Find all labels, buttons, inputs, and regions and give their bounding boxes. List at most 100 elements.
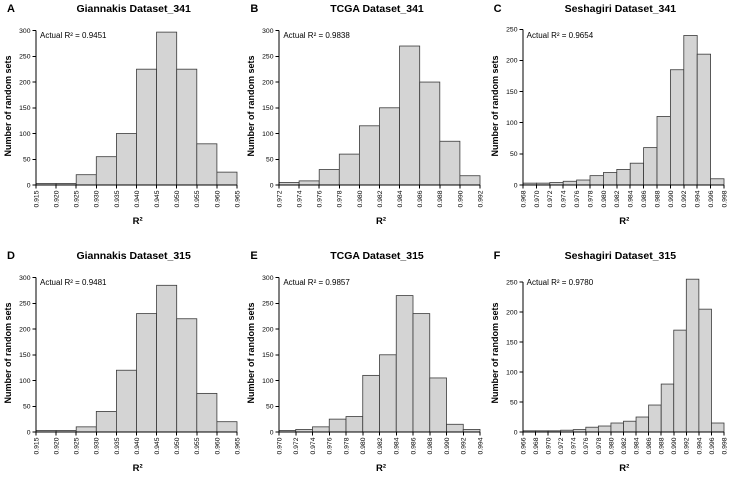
svg-text:0.982: 0.982 — [377, 190, 384, 207]
svg-text:150: 150 — [262, 105, 274, 112]
svg-text:0.986: 0.986 — [641, 190, 648, 207]
svg-text:0.978: 0.978 — [595, 437, 602, 454]
svg-text:0.984: 0.984 — [627, 190, 634, 207]
svg-text:0.970: 0.970 — [545, 437, 552, 454]
svg-text:0.986: 0.986 — [411, 437, 418, 454]
svg-text:0.990: 0.990 — [671, 437, 678, 454]
svg-text:0.988: 0.988 — [438, 190, 445, 207]
panel-letter-C: C — [493, 3, 502, 15]
svg-text:0.940: 0.940 — [134, 190, 141, 207]
y-axis-label-B: Number of random sets — [246, 55, 257, 157]
svg-text:0.974: 0.974 — [297, 190, 304, 207]
svg-text:0.980: 0.980 — [600, 190, 607, 207]
svg-text:300: 300 — [19, 275, 31, 282]
svg-text:50: 50 — [510, 151, 518, 158]
svg-text:150: 150 — [262, 352, 274, 359]
svg-text:0.950: 0.950 — [174, 437, 181, 454]
histogram-plot-A: 0 50 100 150 200 250 300 0.915 0.920 0.925 0.930 0.… — [19, 28, 241, 208]
svg-text:0.966: 0.966 — [520, 437, 527, 454]
panel-D: 0 50 100 150 200 250 300 0.915 0.920 0.925 0.930 0.… — [0, 247, 243, 494]
svg-text:0.980: 0.980 — [608, 437, 615, 454]
svg-text:0: 0 — [513, 182, 517, 189]
svg-text:0.920: 0.920 — [54, 190, 61, 207]
histogram-plot-C: 0 50 100 150 200 250 0.968 0.970 0.972 0.974 0.976… — [506, 27, 728, 208]
panel-C: 0 50 100 150 200 250 0.968 0.970 0.972 0.974 0.976… — [487, 0, 730, 247]
panel-A: 0 50 100 150 200 250 300 0.915 0.920 0.925 0.930 0.… — [0, 0, 243, 247]
svg-text:50: 50 — [510, 399, 518, 406]
svg-text:0.988: 0.988 — [654, 190, 661, 207]
svg-text:0.998: 0.998 — [721, 190, 728, 207]
panel-letter-B: B — [250, 3, 259, 15]
svg-text:0.996: 0.996 — [708, 437, 715, 454]
svg-text:0.950: 0.950 — [174, 190, 181, 207]
chart-title-B: TCGA Dataset_341 — [330, 3, 424, 15]
svg-text:0.992: 0.992 — [478, 190, 485, 207]
svg-text:0.965: 0.965 — [234, 437, 241, 454]
svg-text:0.992: 0.992 — [461, 437, 468, 454]
svg-text:300: 300 — [262, 28, 274, 35]
x-axis-label-C: R² — [619, 216, 630, 227]
svg-text:250: 250 — [19, 54, 31, 61]
svg-text:0.982: 0.982 — [614, 190, 621, 207]
chart-title-C: Seshagiri Dataset_341 — [564, 3, 677, 15]
y-axis-label-C: Number of random sets — [489, 55, 500, 157]
histogram-plot-E: 0 50 100 150 200 250 300 0.970 0.972 0.974 0.976 0.… — [262, 275, 484, 455]
svg-text:0.972: 0.972 — [547, 190, 554, 207]
actual-r2-annotation-C: Actual R² = 0.9654 — [526, 31, 594, 40]
panel-F: 0 50 100 150 200 250 0.966 0.968 0.970 0.972 0.974… — [487, 247, 730, 494]
svg-text:100: 100 — [262, 378, 274, 385]
svg-text:0.945: 0.945 — [154, 437, 161, 454]
svg-text:0.968: 0.968 — [533, 437, 540, 454]
svg-text:200: 200 — [19, 326, 31, 333]
chart-title-F: Seshagiri Dataset_315 — [564, 250, 677, 262]
actual-r2-annotation-A: Actual R² = 0.9451 — [40, 31, 107, 40]
svg-text:0.915: 0.915 — [33, 190, 40, 207]
svg-text:0.930: 0.930 — [94, 437, 101, 454]
actual-r2-annotation-D: Actual R² = 0.9481 — [40, 278, 107, 287]
svg-text:0.960: 0.960 — [214, 190, 221, 207]
svg-text:0.965: 0.965 — [234, 190, 241, 207]
svg-text:0.920: 0.920 — [54, 437, 61, 454]
panel-B: 0 50 100 150 200 250 300 0.972 0.974 0.976 0.978 0.… — [243, 0, 486, 247]
svg-text:0.994: 0.994 — [696, 437, 703, 454]
svg-text:50: 50 — [23, 404, 31, 411]
svg-text:0.990: 0.990 — [458, 190, 465, 207]
svg-text:0.970: 0.970 — [277, 437, 284, 454]
svg-text:250: 250 — [262, 301, 274, 308]
svg-text:50: 50 — [266, 157, 274, 164]
svg-text:200: 200 — [19, 79, 31, 86]
svg-text:0.955: 0.955 — [194, 437, 201, 454]
svg-text:0: 0 — [270, 429, 274, 436]
actual-r2-annotation-E: Actual R² = 0.9857 — [283, 278, 350, 287]
svg-text:0.974: 0.974 — [570, 437, 577, 454]
svg-text:0.980: 0.980 — [357, 190, 364, 207]
panel-letter-A: A — [7, 3, 15, 15]
actual-r2-annotation-F: Actual R² = 0.9780 — [526, 278, 594, 287]
svg-text:0.998: 0.998 — [721, 437, 728, 454]
x-axis-label-A: R² — [132, 216, 143, 227]
panel-letter-E: E — [250, 250, 258, 262]
svg-text:0.988: 0.988 — [427, 437, 434, 454]
y-axis-label-A: Number of random sets — [3, 55, 13, 157]
histogram-plot-D: 0 50 100 150 200 250 300 0.915 0.920 0.925 0.930 0.… — [19, 275, 241, 455]
svg-text:0.940: 0.940 — [134, 437, 141, 454]
svg-text:100: 100 — [262, 131, 274, 138]
svg-text:0.982: 0.982 — [377, 437, 384, 454]
svg-text:250: 250 — [19, 301, 31, 308]
svg-text:100: 100 — [19, 378, 31, 385]
svg-text:0.945: 0.945 — [154, 190, 161, 207]
svg-text:0.970: 0.970 — [533, 190, 540, 207]
svg-text:0.984: 0.984 — [633, 437, 640, 454]
svg-text:0.968: 0.968 — [520, 190, 527, 207]
x-axis-label-E: R² — [375, 463, 386, 474]
svg-text:0.988: 0.988 — [658, 437, 665, 454]
svg-text:0.972: 0.972 — [293, 437, 300, 454]
svg-text:200: 200 — [262, 326, 274, 333]
svg-text:0.935: 0.935 — [114, 437, 121, 454]
svg-text:100: 100 — [506, 120, 518, 127]
svg-text:250: 250 — [262, 54, 274, 61]
svg-text:0.972: 0.972 — [558, 437, 565, 454]
svg-text:0.925: 0.925 — [74, 190, 81, 207]
chart-title-A: Giannakis Dataset_341 — [76, 3, 191, 15]
svg-text:0.994: 0.994 — [694, 190, 701, 207]
